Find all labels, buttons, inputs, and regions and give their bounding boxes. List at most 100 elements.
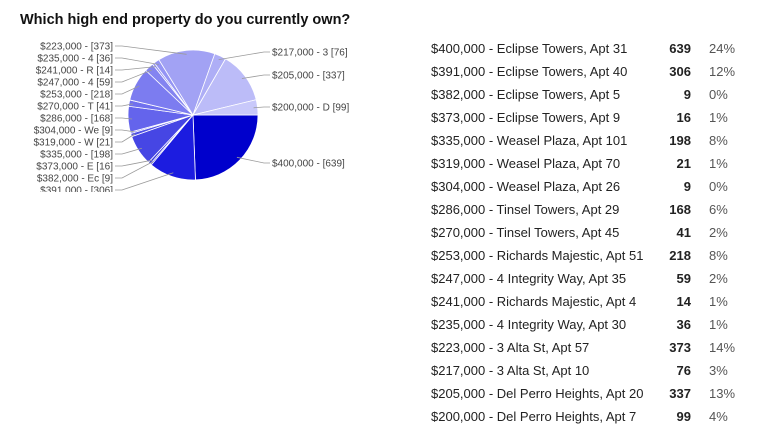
result-label: $235,000 - 4 Integrity Way, Apt 30 (431, 317, 627, 332)
result-count: 14 (676, 294, 691, 309)
result-label: $391,000 - Eclipse Towers, Apt 40 (431, 64, 628, 79)
pie-leader-line (115, 66, 156, 71)
result-count: 99 (676, 409, 691, 424)
pie-leader-line (115, 117, 133, 120)
result-label: $400,000 - Eclipse Towers, Apt 31 (431, 41, 628, 56)
result-row: $205,000 - Del Perro Heights, Apt 20 337 1… (425, 382, 763, 405)
result-row: $304,000 - Weasel Plaza, Apt 26 9 0% (425, 175, 763, 198)
result-row: $335,000 - Weasel Plaza, Apt 101 198 8% (425, 129, 763, 152)
pie-leader-line (115, 85, 140, 95)
pie-chart: $400,000 - [639] $391,000 - [306] $382,000… (0, 36, 400, 193)
pie-slices (127, 49, 259, 181)
result-label: $373,000 - Eclipse Towers, Apt 9 (431, 110, 621, 125)
result-label: $253,000 - Richards Majestic, Apt 51 (431, 248, 644, 263)
pie-leader-line (115, 161, 154, 179)
pie-slice-label: $400,000 - [639] (272, 159, 345, 170)
pie-slice-label: $253,000 - [218] (40, 90, 113, 101)
result-label: $382,000 - Eclipse Towers, Apt 5 (431, 87, 621, 102)
pie-slice-label: $205,000 - [337] (272, 71, 345, 82)
pie-slice (158, 49, 216, 116)
result-row: $223,000 - 3 Alta St, Apt 57 373 14% (425, 336, 763, 359)
result-count: 639 (669, 41, 691, 56)
pie-leader-line (115, 69, 152, 83)
result-row: $270,000 - Tinsel Towers, Apt 45 41 2% (425, 221, 763, 244)
result-label: $286,000 - Tinsel Towers, Apt 29 (431, 202, 620, 217)
result-row: $286,000 - Tinsel Towers, Apt 29 168 6% (425, 198, 763, 221)
pie-leader-line (115, 172, 174, 191)
result-label: $200,000 - Del Perro Heights, Apt 7 (431, 409, 637, 424)
pie-slice-label: $382,000 - Ec [9] (37, 174, 113, 185)
pie-slice-label: $223,000 - [373] (40, 42, 113, 53)
result-row: $241,000 - Richards Majestic, Apt 4 14 1% (425, 290, 763, 313)
result-row: $235,000 - 4 Integrity Way, Apt 30 36 1% (425, 313, 763, 336)
result-row: $391,000 - Eclipse Towers, Apt 40 306 12% (425, 60, 763, 83)
result-count: 59 (676, 271, 691, 286)
result-row: $319,000 - Weasel Plaza, Apt 70 21 1% (425, 152, 763, 175)
result-label: $335,000 - Weasel Plaza, Apt 101 (431, 133, 628, 148)
pie-leader-line (218, 51, 270, 60)
result-percent: 3% (709, 363, 728, 378)
result-count: 373 (669, 340, 691, 355)
result-count: 21 (676, 156, 691, 171)
result-count: 168 (669, 202, 691, 217)
result-label: $247,000 - 4 Integrity Way, Apt 35 (431, 271, 627, 286)
result-percent: 8% (709, 248, 728, 263)
result-percent: 2% (709, 225, 728, 240)
result-percent: 1% (709, 317, 728, 332)
pie-slice-label: $270,000 - T [41] (37, 102, 113, 113)
pie-leader-line (115, 103, 134, 107)
pie-slice-label: $241,000 - R [14] (36, 66, 113, 77)
result-label: $241,000 - Richards Majestic, Apt 4 (431, 294, 637, 309)
result-count: 41 (676, 225, 691, 240)
result-percent: 1% (709, 156, 728, 171)
pie-slice (192, 114, 259, 181)
result-percent: 6% (709, 202, 728, 217)
result-percent: 13% (709, 386, 736, 401)
pie-slice-label: $286,000 - [168] (40, 114, 113, 125)
result-row: $200,000 - Del Perro Heights, Apt 7 99 4% (425, 405, 763, 428)
pie-slice-label: $217,000 - 3 [76] (272, 48, 348, 59)
result-percent: 12% (709, 64, 736, 79)
result-label: $270,000 - Tinsel Towers, Apt 45 (431, 225, 620, 240)
pie-leader-line (115, 159, 153, 167)
result-row: $373,000 - Eclipse Towers, Apt 9 16 1% (425, 106, 763, 129)
result-count: 337 (669, 386, 691, 401)
result-count: 16 (676, 110, 691, 125)
pie-leader-lines (115, 45, 270, 191)
result-percent: 8% (709, 133, 728, 148)
result-count: 218 (669, 248, 691, 263)
result-count: 9 (683, 87, 691, 102)
result-label: $223,000 - 3 Alta St, Apt 57 (431, 340, 590, 355)
pie-slice-label: $319,000 - W [21] (34, 138, 114, 149)
pie-leader-line (115, 129, 135, 133)
result-percent: 4% (709, 409, 728, 424)
pie-slice-label: $235,000 - 4 [36] (37, 54, 113, 65)
result-percent: 2% (709, 271, 728, 286)
pie-leader-line (236, 156, 270, 164)
result-count: 9 (683, 179, 691, 194)
pie-chart-svg: $400,000 - [639] $391,000 - [306]$382,000… (34, 42, 350, 193)
pie-slice-label: $304,000 - We [9] (34, 126, 114, 137)
result-row: $400,000 - Eclipse Towers, Apt 31 639 24% (425, 37, 763, 60)
result-percent: 24% (709, 41, 736, 56)
result-label: $205,000 - Del Perro Heights, Apt 20 (431, 386, 644, 401)
pie-leader-line (115, 45, 187, 55)
result-percent: 14% (709, 340, 736, 355)
result-label: $304,000 - Weasel Plaza, Apt 26 (431, 179, 621, 194)
result-label: $319,000 - Weasel Plaza, Apt 70 (431, 156, 621, 171)
result-count: 198 (669, 133, 691, 148)
pie-leader-line (241, 74, 270, 79)
pie-leader-line (115, 147, 143, 155)
result-percent: 1% (709, 294, 728, 309)
result-count: 306 (669, 64, 691, 79)
pie-slice-label: $247,000 - 4 [59] (37, 78, 113, 89)
pie-leader-line (115, 57, 159, 65)
result-count: 36 (676, 317, 691, 332)
result-row: $217,000 - 3 Alta St, Apt 10 76 3% (425, 359, 763, 382)
result-percent: 1% (709, 110, 728, 125)
pie-leader-line (115, 133, 136, 143)
result-percent: 0% (709, 87, 728, 102)
results-table-body: $400,000 - Eclipse Towers, Apt 31 639 24% $… (425, 37, 763, 428)
pie-slice-label: $391,000 - [306] (40, 186, 113, 193)
pie-slice-label: $335,000 - [198] (40, 150, 113, 161)
